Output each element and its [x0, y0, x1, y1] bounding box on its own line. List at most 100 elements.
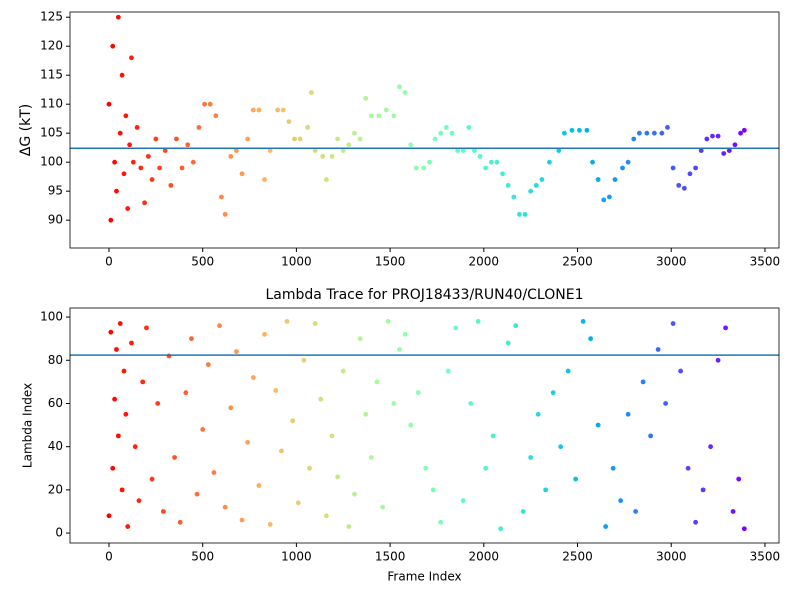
- point: [140, 379, 146, 385]
- point: [357, 336, 363, 342]
- point: [408, 422, 414, 428]
- point: [577, 127, 582, 133]
- point: [250, 375, 256, 380]
- point: [205, 362, 211, 367]
- point: [520, 509, 526, 514]
- point: [190, 159, 196, 165]
- point: [112, 396, 118, 402]
- point: [633, 509, 639, 514]
- point: [114, 347, 119, 352]
- point: [144, 325, 149, 331]
- point: [196, 124, 202, 130]
- x-axis-label: Frame Index: [387, 570, 461, 584]
- point: [123, 411, 129, 417]
- point: [644, 130, 650, 136]
- point: [670, 321, 676, 326]
- point: [543, 487, 549, 493]
- point: [380, 504, 386, 510]
- point: [185, 142, 191, 148]
- point: [119, 487, 125, 493]
- point: [307, 465, 312, 471]
- point: [443, 124, 449, 130]
- x-tick-label: 0: [105, 550, 113, 564]
- point: [421, 165, 427, 171]
- point: [565, 368, 571, 374]
- point: [610, 465, 616, 471]
- point: [222, 211, 228, 217]
- point: [308, 90, 314, 95]
- point: [580, 318, 586, 324]
- point: [721, 151, 727, 156]
- point: [700, 487, 706, 493]
- point: [189, 336, 194, 342]
- y-tick-label: 20: [48, 482, 63, 496]
- point: [726, 148, 732, 153]
- point: [445, 368, 451, 374]
- point: [134, 124, 140, 130]
- y-tick-label: 120: [40, 39, 63, 53]
- point: [228, 405, 234, 411]
- point: [123, 113, 129, 119]
- point: [346, 524, 352, 529]
- point: [149, 476, 155, 482]
- point: [267, 148, 273, 153]
- point: [323, 177, 329, 182]
- point: [715, 357, 721, 363]
- point: [391, 113, 397, 119]
- point: [618, 498, 624, 504]
- point: [119, 72, 125, 78]
- point: [738, 130, 743, 136]
- point: [453, 325, 459, 331]
- point: [562, 130, 567, 136]
- point: [323, 513, 329, 519]
- x-tick-label: 500: [191, 550, 214, 564]
- point: [631, 136, 637, 142]
- point: [730, 509, 736, 514]
- point: [397, 347, 402, 352]
- point: [121, 171, 127, 177]
- point: [685, 465, 691, 471]
- point: [106, 101, 112, 107]
- point: [160, 509, 166, 514]
- axes-frame: [69, 307, 780, 544]
- point: [200, 426, 206, 432]
- point: [207, 101, 213, 107]
- point: [595, 177, 601, 182]
- point: [522, 211, 528, 217]
- point: [449, 130, 455, 136]
- point: [723, 325, 728, 331]
- x-tick-label: 1500: [375, 550, 406, 564]
- point: [494, 159, 500, 165]
- point: [500, 171, 505, 177]
- point: [732, 142, 738, 148]
- point: [138, 165, 144, 171]
- point: [741, 526, 747, 532]
- point: [363, 411, 369, 417]
- point: [136, 498, 142, 504]
- point: [202, 101, 207, 107]
- point: [556, 148, 562, 153]
- point: [132, 444, 138, 450]
- y-tick-label: 110: [40, 97, 63, 111]
- point: [115, 14, 121, 20]
- point: [352, 130, 357, 136]
- point: [427, 159, 432, 165]
- point: [413, 165, 419, 171]
- point: [460, 498, 466, 504]
- point: [267, 522, 273, 527]
- point: [297, 136, 303, 142]
- point: [693, 165, 698, 171]
- point: [490, 433, 496, 439]
- plot-area: [106, 14, 747, 223]
- point: [625, 411, 631, 417]
- point: [290, 418, 296, 424]
- point: [256, 483, 262, 488]
- point: [475, 318, 481, 324]
- point: [659, 130, 665, 136]
- point: [539, 177, 545, 182]
- point: [117, 321, 123, 326]
- point: [117, 130, 123, 136]
- x-tick-label: 2500: [562, 550, 593, 564]
- x-tick-label: 3500: [750, 255, 781, 269]
- point: [603, 524, 609, 529]
